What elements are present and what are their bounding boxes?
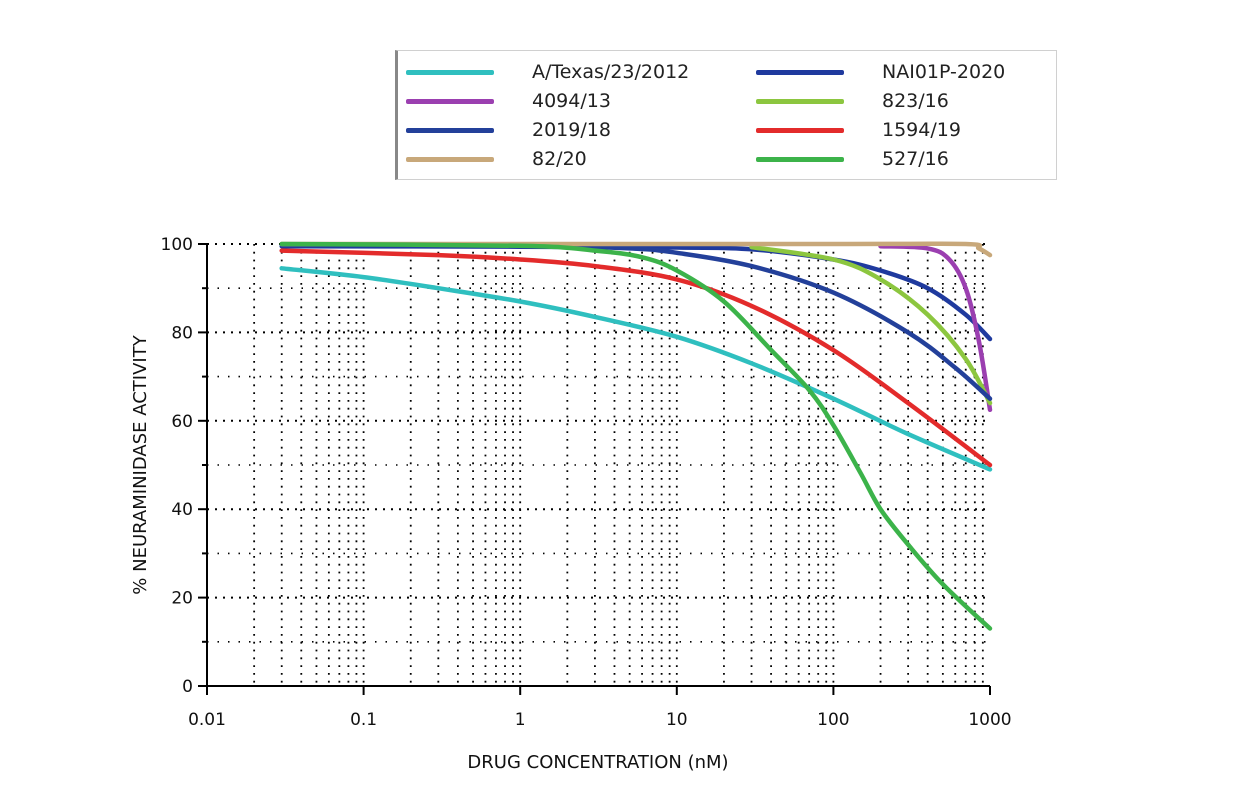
y-tick-label: 0 (182, 677, 193, 697)
legend-entry: 2019/18 (406, 116, 611, 144)
legend-entry: 823/16 (756, 87, 949, 115)
legend-swatch (406, 156, 494, 162)
x-axis-label: DRUG CONCENTRATION (nM) (467, 752, 728, 773)
legend-label: 1594/19 (882, 119, 961, 141)
chart-ticks: 0 20 40 60 80 100 0.01 0.1 1 10 100 1000 (161, 235, 1012, 730)
chart-grid (206, 243, 990, 686)
x-tick-label: 1000 (968, 710, 1011, 730)
series-line (878, 243, 993, 413)
x-tick-label: 0.1 (350, 710, 377, 730)
legend-label: A/Texas/23/2012 (532, 61, 690, 83)
x-tick-label: 0.01 (188, 710, 226, 730)
series-line (279, 242, 993, 401)
legend-swatch (756, 69, 844, 75)
legend-label: 823/16 (882, 90, 949, 112)
series-line (279, 241, 993, 631)
legend-entry: NAI01P-2020 (756, 58, 1005, 86)
y-axis-label: % NEURAMINIDASE ACTIVITY (130, 334, 151, 594)
legend-label: 527/16 (882, 148, 949, 170)
x-tick-label: 10 (666, 710, 688, 730)
y-tick-label: 60 (171, 412, 193, 432)
legend-swatch (756, 98, 844, 104)
chart-legend: A/Texas/23/2012 NAI01P-2020 4094/13 823/16 2… (395, 50, 1057, 180)
y-tick-label: 20 (171, 589, 193, 609)
x-tick-label: 100 (817, 710, 849, 730)
y-tick-label: 40 (171, 500, 193, 520)
legend-entry: A/Texas/23/2012 (406, 58, 689, 86)
legend-swatch (406, 98, 494, 104)
chart-series (279, 241, 993, 631)
legend-entry: 82/20 (406, 145, 587, 173)
y-tick-label: 100 (161, 235, 193, 255)
series-line (279, 248, 993, 468)
legend-label: NAI01P-2020 (882, 61, 1006, 83)
legend-entry: 4094/13 (406, 87, 611, 115)
x-tick-label: 1 (515, 710, 526, 730)
legend-label: 82/20 (532, 148, 587, 170)
legend-label: 2019/18 (532, 119, 611, 141)
legend-swatch (756, 156, 844, 162)
legend-label: 4094/13 (532, 90, 611, 112)
legend-entry: 527/16 (756, 145, 949, 173)
legend-swatch (406, 127, 494, 133)
legend-swatch (406, 69, 494, 75)
series-line (749, 244, 993, 406)
series-line (279, 266, 993, 472)
legend-entry: 1594/19 (756, 116, 961, 144)
y-tick-label: 80 (171, 323, 193, 343)
legend-swatch (756, 127, 844, 133)
